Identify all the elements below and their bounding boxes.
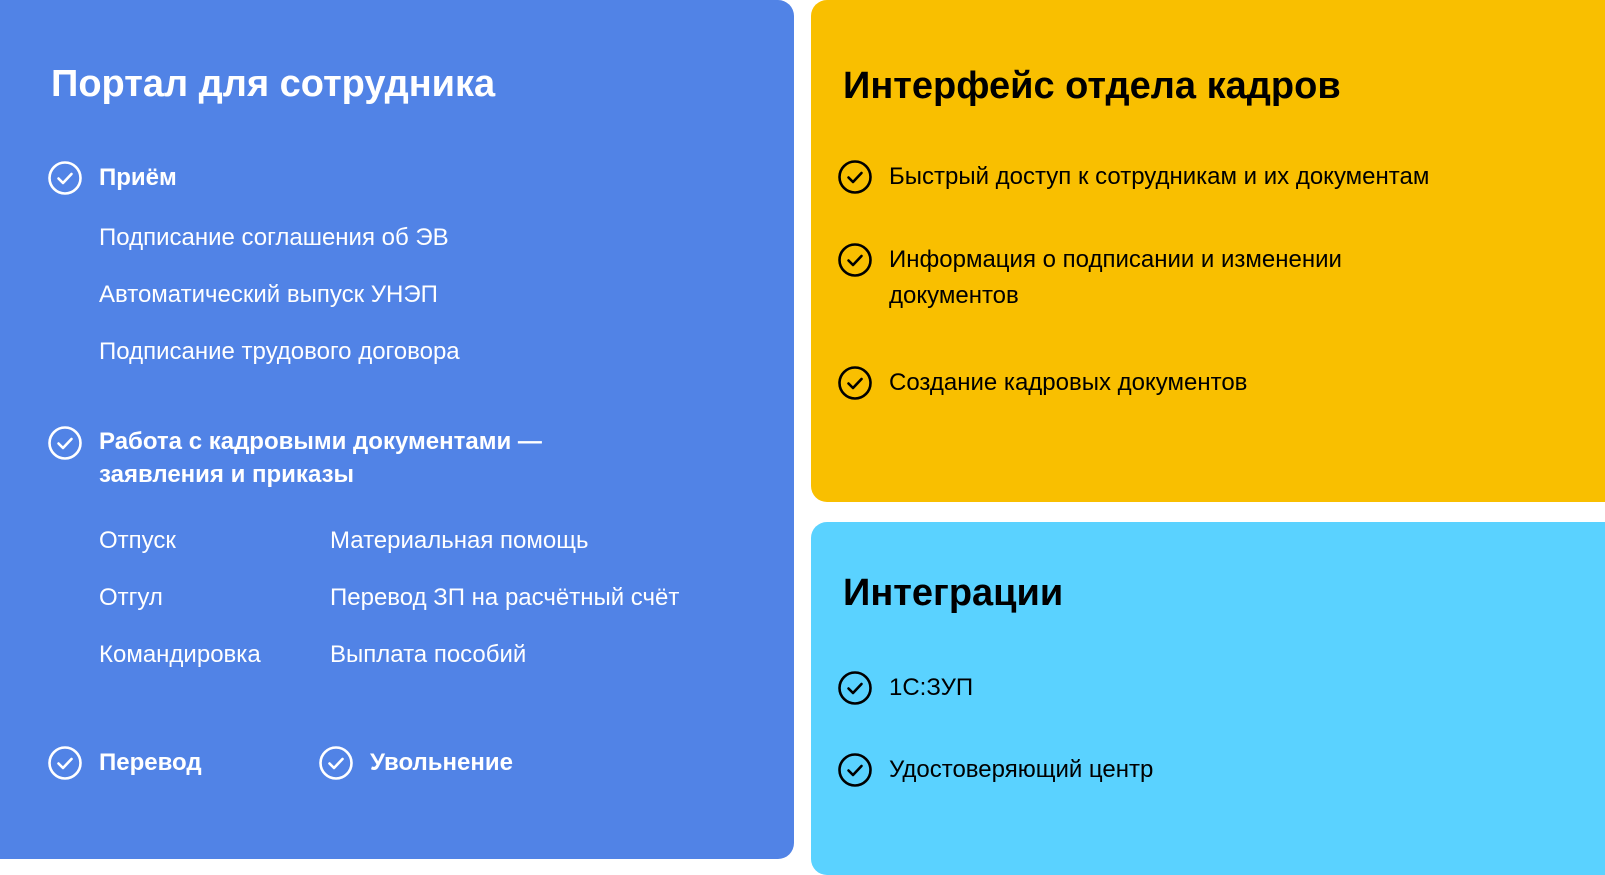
documents-subitem: Перевод ЗП на расчётный счёт <box>330 584 680 611</box>
documents-subitem: Командировка <box>99 641 261 668</box>
check-circle-icon <box>48 161 82 195</box>
integrations-title: Интеграции <box>843 572 1064 614</box>
integration-item: 1С:ЗУП <box>838 670 973 706</box>
integrations-panel: Интеграции 1С:ЗУП Удостоверяющий центр <box>811 522 1605 875</box>
documents-label: Работа с кадровыми документами — заявлени… <box>99 428 542 488</box>
documents-item: Работа с кадровыми документами — заявлени… <box>48 425 542 491</box>
documents-subitem: Отгул <box>99 584 163 611</box>
documents-subitem: Материальная помощь <box>330 527 589 554</box>
check-circle-icon <box>838 671 872 705</box>
check-circle-icon <box>48 426 82 460</box>
dismissal-label: Увольнение <box>370 749 513 776</box>
hiring-subitem: Подписание трудового договора <box>99 338 460 365</box>
hr-feature-item: Информация о подписании и изменении докум… <box>838 242 1342 314</box>
hr-interface-panel: Интерфейс отдела кадров Быстрый доступ к… <box>811 0 1605 502</box>
hiring-label: Приём <box>99 164 177 191</box>
hiring-subitem: Автоматический выпуск УНЭП <box>99 281 438 308</box>
integration-label: 1С:ЗУП <box>889 674 974 701</box>
transfer-label: Перевод <box>99 749 202 776</box>
hr-feature-item: Быстрый доступ к сотрудникам и их докуме… <box>838 159 1429 195</box>
transfer-item: Перевод <box>48 745 202 781</box>
hr-feature-label: Информация о подписании и изменении докум… <box>889 246 1342 309</box>
check-circle-icon <box>838 366 872 400</box>
hiring-item: Приём <box>48 160 177 196</box>
check-circle-icon <box>48 746 82 780</box>
integration-item: Удостоверяющий центр <box>838 752 1153 788</box>
dismissal-item: Увольнение <box>319 745 513 781</box>
documents-subitem: Отпуск <box>99 527 176 554</box>
hr-feature-label: Быстрый доступ к сотрудникам и их докуме… <box>889 163 1430 190</box>
hr-feature-label: Создание кадровых документов <box>889 369 1248 396</box>
check-circle-icon <box>319 746 353 780</box>
hiring-subitem: Подписание соглашения об ЭВ <box>99 224 449 251</box>
check-circle-icon <box>838 753 872 787</box>
check-circle-icon <box>838 160 872 194</box>
integration-label: Удостоверяющий центр <box>889 756 1154 783</box>
hr-interface-title: Интерфейс отдела кадров <box>843 65 1341 107</box>
employee-portal-title: Портал для сотрудника <box>51 63 496 105</box>
hr-feature-item: Создание кадровых документов <box>838 365 1247 401</box>
employee-portal-panel: Портал для сотрудника Приём Подписание с… <box>0 0 794 859</box>
check-circle-icon <box>838 243 872 277</box>
documents-subitem: Выплата пособий <box>330 641 527 668</box>
